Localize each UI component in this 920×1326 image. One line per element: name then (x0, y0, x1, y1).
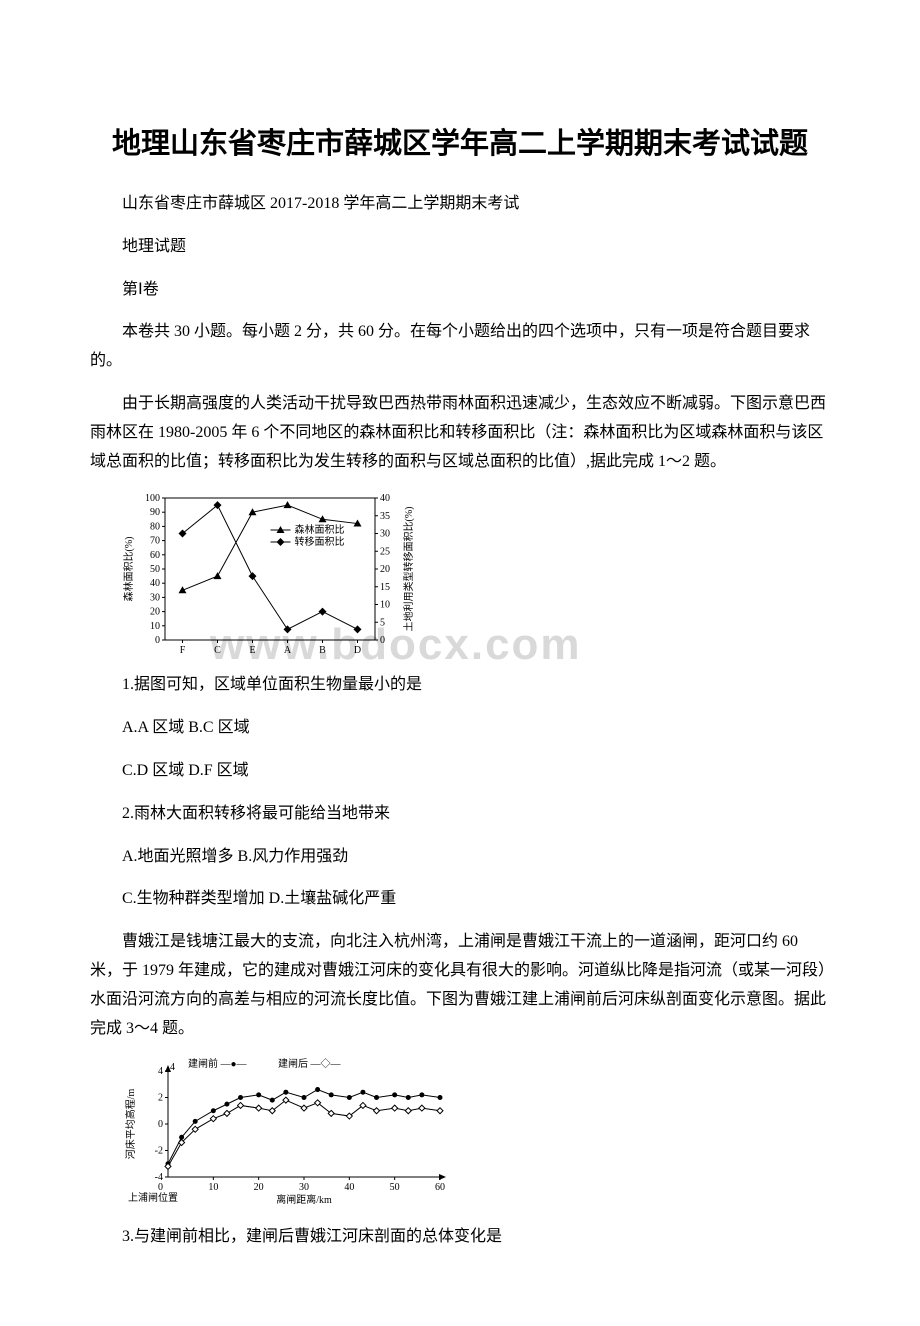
svg-text:F: F (180, 645, 186, 656)
svg-text:40: 40 (380, 493, 390, 504)
q2-stem: 2.雨林大面积转移将最可能给当地带来 (90, 800, 830, 829)
svg-text:15: 15 (380, 582, 390, 593)
svg-text:20: 20 (380, 564, 390, 575)
svg-text:B: B (319, 645, 326, 656)
svg-text:5: 5 (380, 618, 385, 629)
svg-text:4: 4 (170, 1062, 175, 1073)
svg-text:河床平均高程/m: 河床平均高程/m (124, 1089, 137, 1160)
section-label: 第Ⅰ卷 (90, 276, 830, 305)
chart-1-container: www.bdocx.com 01020304050607080901000510… (120, 490, 830, 665)
svg-text:90: 90 (150, 508, 160, 519)
svg-text:60: 60 (435, 1182, 445, 1193)
instructions: 本卷共 30 小题。每小题 2 分，共 60 分。在每个小题给出的四个选项中，只… (90, 318, 830, 376)
svg-text:30: 30 (380, 529, 390, 540)
svg-text:森林面积比(%): 森林面积比(%) (122, 537, 135, 602)
svg-text:C: C (214, 645, 221, 656)
subject-line: 地理试题 (90, 233, 830, 262)
svg-text:80: 80 (150, 522, 160, 533)
svg-text:20: 20 (150, 607, 160, 618)
svg-text:70: 70 (150, 536, 160, 547)
passage-2: 曹娥江是钱塘江最大的支流，向北注入杭州湾，上浦闸是曹娥江干流上的一道涵闸，距河口… (90, 928, 830, 1043)
svg-text:E: E (249, 645, 255, 656)
q2-opts-2: C.生物种群类型增加 D.土壤盐碱化严重 (90, 885, 830, 914)
svg-text:10: 10 (208, 1182, 218, 1193)
svg-text:0: 0 (380, 635, 385, 646)
q1-opts-2: C.D 区域 D.F 区域 (90, 757, 830, 786)
q1-opts-1: A.A 区域 B.C 区域 (90, 714, 830, 743)
svg-text:50: 50 (390, 1182, 400, 1193)
svg-text:土地利用类型转移面积比(%): 土地利用类型转移面积比(%) (402, 507, 415, 632)
svg-text:0: 0 (158, 1119, 163, 1130)
svg-text:30: 30 (299, 1182, 309, 1193)
svg-text:0: 0 (155, 635, 160, 646)
svg-text:40: 40 (150, 579, 160, 590)
svg-text:建闸后 —◇—: 建闸后 —◇— (278, 1057, 341, 1070)
svg-text:建闸前 —●—: 建闸前 —●— (188, 1057, 248, 1070)
svg-text:A: A (284, 645, 292, 656)
chart-2: -4-20241020304050600上浦闸位置离闸距离/km4河床平均高程/… (120, 1057, 460, 1217)
svg-text:10: 10 (380, 600, 390, 611)
svg-text:30: 30 (150, 593, 160, 604)
svg-text:转移面积比: 转移面积比 (295, 535, 345, 548)
svg-text:100: 100 (145, 493, 160, 504)
svg-text:0: 0 (158, 1182, 163, 1193)
chart-1: 0 10 20 30 40 50 60 70 80 90 100 0 5 10 15 20 25 30 35 40 F C… (120, 490, 420, 665)
svg-text:上浦闸位置: 上浦闸位置 (128, 1191, 178, 1204)
svg-text:20: 20 (254, 1182, 264, 1193)
svg-text:25: 25 (380, 547, 390, 558)
svg-text:2: 2 (158, 1093, 163, 1104)
q2-opts-1: A.地面光照增多 B.风力作用强劲 (90, 843, 830, 872)
chart-2-container: -4-20241020304050600上浦闸位置离闸距离/km4河床平均高程/… (120, 1057, 830, 1217)
svg-text:50: 50 (150, 564, 160, 575)
svg-text:D: D (354, 645, 361, 656)
q1-stem: 1.据图可知，区域单位面积生物量最小的是 (90, 671, 830, 700)
svg-text:60: 60 (150, 550, 160, 561)
intro-line: 山东省枣庄市薛城区 2017-2018 学年高二上学期期末考试 (90, 190, 830, 219)
svg-text:35: 35 (380, 511, 390, 522)
svg-text:10: 10 (150, 621, 160, 632)
svg-text:40: 40 (344, 1182, 354, 1193)
svg-text:森林面积比: 森林面积比 (295, 523, 345, 536)
svg-text:-2: -2 (155, 1146, 163, 1157)
page-title: 地理山东省枣庄市薛城区学年高二上学期期末考试试题 (90, 120, 830, 162)
svg-text:4: 4 (158, 1066, 163, 1077)
passage-1: 由于长期高强度的人类活动干扰导致巴西热带雨林面积迅速减少，生态效应不断减弱。下图… (90, 390, 830, 476)
q3-stem: 3.与建闸前相比，建闸后曹娥江河床剖面的总体变化是 (90, 1223, 830, 1252)
svg-text:离闸距离/km: 离闸距离/km (276, 1193, 332, 1206)
